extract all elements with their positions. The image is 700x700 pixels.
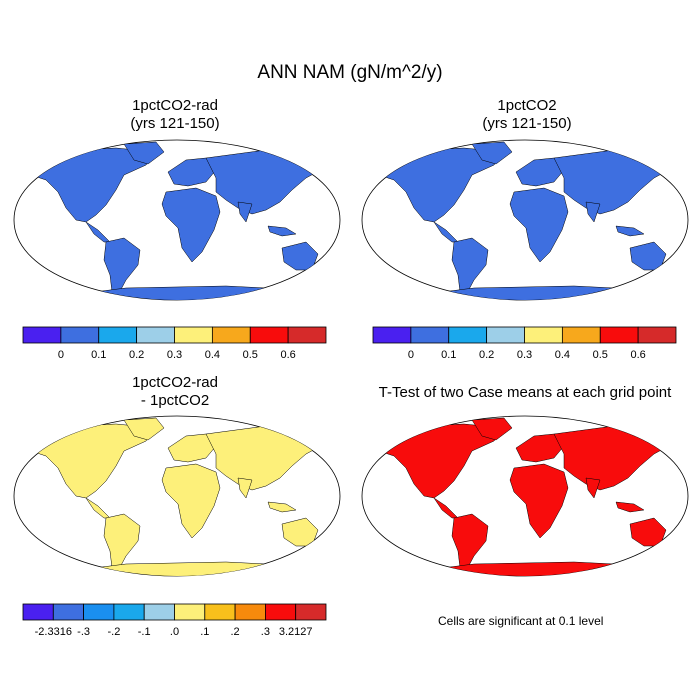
colorbar-difference-label: .1 [200, 626, 209, 638]
colorbar-panel1-swatch [174, 326, 213, 344]
panel2-subtitle: (yrs 121-150) [482, 115, 572, 132]
colorbar-panel1-label: 0.4 [205, 349, 220, 361]
colorbar-panel2-label: 0.4 [555, 349, 570, 361]
colorbar-panel1-label: 0.2 [129, 349, 144, 361]
colorbar-panel2-swatch [486, 326, 525, 344]
colorbar-difference-label: -.3 [77, 626, 90, 638]
panel1-subtitle: (yrs 121-150) [130, 115, 220, 132]
colorbar-difference-swatch [264, 603, 297, 621]
colorbar-difference-swatch [295, 603, 327, 621]
colorbar-panel1-label: 0.3 [167, 349, 182, 361]
panel1-map [6, 130, 348, 310]
colorbar-difference-swatch [22, 603, 54, 621]
colorbar-panel2-swatch [410, 326, 450, 344]
colorbar-difference-swatch [174, 603, 206, 621]
colorbar-difference-label: -.2 [107, 626, 120, 638]
colorbar-difference: -2.3316 -.3 -.2 -.1 .0 .1 .2 .3 3.2127 [22, 603, 327, 638]
colorbar-panel2-label: 0.1 [441, 349, 456, 361]
panel3-subtitle: - 1pctCO2 [140, 392, 210, 409]
colorbar-panel1-swatch [98, 326, 138, 344]
panel3-continents [14, 416, 340, 578]
colorbar-difference-swatch [204, 603, 236, 621]
colorbar-panel2-label: 0 [408, 349, 414, 361]
colorbar-panel1-swatch [136, 326, 175, 344]
colorbar-panel1: 0 0.1 0.2 0.3 0.4 0.5 0.6 [22, 326, 327, 361]
panel1-title: 1pctCO2-rad [132, 97, 218, 114]
colorbar-panel1-label: 0.5 [243, 349, 258, 361]
significance-note: Cells are significant at 0.1 level [438, 614, 604, 628]
panel1-continents [14, 140, 340, 302]
colorbar-panel1-swatch [249, 326, 289, 344]
colorbar-panel2-swatch [372, 326, 412, 344]
colorbar-panel2-label: 0.3 [517, 349, 532, 361]
colorbar-difference-swatch [234, 603, 266, 621]
panel2-title: 1pctCO2 [497, 97, 557, 114]
colorbar-panel2-label: 0.5 [593, 349, 608, 361]
colorbar-panel1-swatch [211, 326, 251, 344]
colorbar-difference-label: -.1 [138, 626, 151, 638]
panel4-title: T-Test of two Case means at each grid po… [378, 384, 672, 401]
panel3-map [6, 406, 348, 586]
colorbar-difference-swatch [83, 603, 115, 621]
colorbar-panel1-label: 0 [58, 349, 64, 361]
panel3-title-block: 1pctCO2-rad - 1pctCO2 [75, 374, 275, 410]
colorbar-difference-label: .0 [170, 626, 179, 638]
colorbar-panel2-label: 0.6 [630, 349, 645, 361]
colorbar-difference-swatch [113, 603, 145, 621]
colorbar-difference-label: -2.3316 [35, 626, 72, 638]
colorbar-panel2: 0 0.1 0.2 0.3 0.4 0.5 0.6 [372, 326, 677, 361]
panel1-title-block: 1pctCO2-rad (yrs 121-150) [75, 97, 275, 133]
colorbar-panel1-swatch [60, 326, 100, 344]
panel2-continents [362, 140, 688, 302]
colorbar-difference-label: 3.2127 [279, 626, 313, 638]
colorbar-panel1-label: 0.6 [280, 349, 295, 361]
colorbar-panel1-swatch [287, 326, 327, 344]
colorbar-difference-swatch [52, 603, 84, 621]
colorbar-difference-label: .2 [231, 626, 240, 638]
colorbar-panel2-swatch [524, 326, 563, 344]
colorbar-panel2-label: 0.2 [479, 349, 494, 361]
panel2-title-block: 1pctCO2 (yrs 121-150) [427, 97, 627, 133]
colorbar-panel1-label: 0.1 [91, 349, 106, 361]
colorbar-panel2-swatch [637, 326, 677, 344]
colorbar-panel2-swatch [599, 326, 639, 344]
panel3-title: 1pctCO2-rad [132, 374, 218, 391]
colorbar-panel1-swatch [22, 326, 62, 344]
colorbar-difference-label: .3 [261, 626, 270, 638]
panel2-map [354, 130, 696, 310]
panel4-map [354, 406, 696, 586]
panel4-continents [362, 416, 688, 578]
colorbar-difference-swatch [143, 603, 175, 621]
figure-title: ANN NAM (gN/m^2/y) [257, 62, 443, 83]
colorbar-panel2-swatch [448, 326, 488, 344]
colorbar-panel2-swatch [561, 326, 601, 344]
